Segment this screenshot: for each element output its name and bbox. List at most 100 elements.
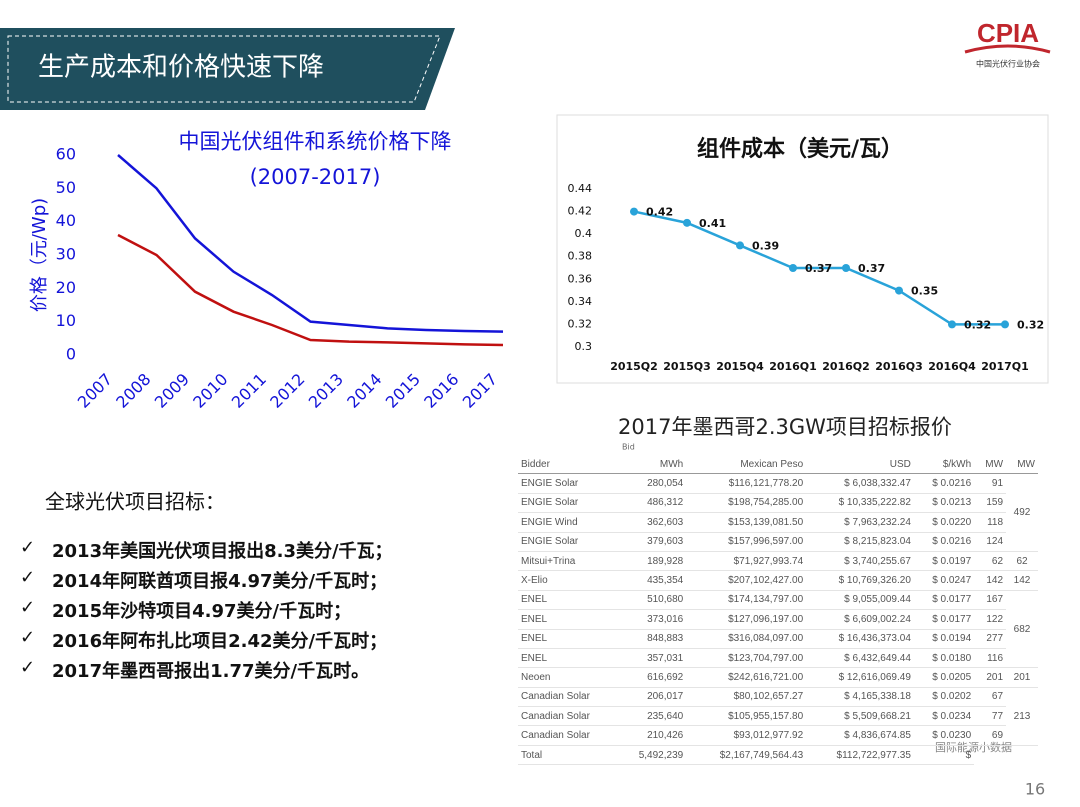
point — [842, 264, 850, 272]
table-cell: 124 — [974, 532, 1007, 552]
table-cell: ENEL — [518, 629, 619, 649]
table-cell: $ 4,836,674.85 — [806, 725, 914, 746]
table-cell: $71,927,993.74 — [686, 551, 807, 572]
check-icon: ✓ — [20, 567, 36, 588]
table-title: 2017年墨西哥2.3GW项目招标报价 — [618, 415, 952, 439]
banner-border — [7, 35, 441, 103]
table-cell: 91 — [974, 473, 1007, 494]
table-note: Bid — [622, 443, 635, 452]
table-cell: $ 10,769,326.20 — [806, 570, 914, 591]
table-cell: $ 0.0247 — [913, 570, 975, 591]
table-cell: $316,084,097.00 — [686, 629, 807, 649]
data-label: 0.42 — [646, 206, 673, 219]
table-cell: 357,031 — [618, 648, 687, 669]
point — [789, 264, 797, 272]
table-cell: 201 — [1006, 667, 1038, 688]
table-cell: $ 0.0234 — [913, 706, 975, 727]
y-tick-label: 0.3 — [575, 340, 593, 353]
table-cell: Canadian Solar — [518, 706, 619, 727]
point — [1001, 320, 1009, 329]
table-cell: $116,121,778.20 — [686, 473, 807, 494]
table-cell: $ 0.0202 — [913, 687, 975, 708]
table-cell: $174,134,797.00 — [686, 590, 807, 611]
table-cell: $2,167,749,564.43 — [686, 744, 807, 766]
y-tick-label: 0.4 — [575, 227, 593, 240]
y-tick-label: 0.34 — [568, 295, 593, 308]
check-icon: ✓ — [20, 537, 36, 558]
table-cell: Mitsui+Trina — [518, 551, 619, 572]
table-cell: $ 0.0194 — [913, 629, 975, 649]
series-line — [117, 233, 504, 347]
table-cell: 280,054 — [618, 473, 687, 494]
logo-swoosh — [964, 44, 1051, 54]
y-tick-label: 0.38 — [568, 250, 593, 263]
table-row: Neoen 616,692 $242,616,721.00 $ 12,616,069.… — [518, 667, 1038, 688]
bullet-item: 2017年墨西哥报出1.77美分/千瓦时。 — [52, 661, 370, 682]
table-cell: 492 — [1006, 473, 1038, 552]
logo-caption: 中国光伏行业协会 — [976, 59, 1040, 69]
y-tick-label: 10 — [56, 311, 76, 330]
x-tick-label: 2016 — [420, 370, 462, 412]
table-cell: 201 — [974, 667, 1007, 688]
table-cell: ENGIE Wind — [518, 512, 619, 533]
data-label: 0.41 — [699, 217, 726, 230]
table-cell: $ 10,335,222.82 — [806, 493, 914, 514]
data-label: 0.32 — [964, 318, 991, 331]
bullet-item: 2015年沙特项目4.97美分/千瓦时； — [52, 601, 352, 622]
x-tick-label: 2015 — [382, 370, 424, 412]
table-cell: 159 — [974, 493, 1007, 514]
data-label: 0.37 — [858, 262, 885, 275]
table-cell: 373,016 — [618, 609, 687, 630]
table-cell: $ 0.0177 — [913, 590, 975, 611]
table-cell: $ 0.0216 — [913, 473, 975, 494]
table-cell: ENEL — [518, 648, 619, 669]
table-cell: 362,603 — [618, 512, 687, 533]
table-cell: 122 — [974, 609, 1007, 630]
table-cell: $ 5,509,668.21 — [806, 706, 914, 727]
table-row: Mitsui+Trina 189,928 $71,927,993.74 $ 3,740… — [518, 551, 1038, 572]
table-cell: $242,616,721.00 — [686, 667, 807, 688]
table-row: ENGIE Solar 379,603 $157,996,597.00 $ 8,215… — [518, 532, 1038, 552]
table-cell: $ 6,432,649.44 — [806, 648, 914, 669]
x-tick-label: 2017 — [459, 370, 501, 412]
check-icon: ✓ — [20, 657, 36, 678]
table-cell: $ 4,165,338.18 — [806, 687, 914, 708]
x-tick-label: 2008 — [112, 370, 154, 412]
y-tick-label: 40 — [56, 211, 76, 230]
data-label: 0.35 — [911, 285, 938, 298]
table-cell: 67 — [974, 687, 1007, 708]
table-cell: 379,603 — [618, 532, 687, 552]
x-tick-label: 2009 — [151, 370, 193, 412]
table-cell: 77 — [974, 706, 1007, 727]
y-tick-label: 0.42 — [568, 205, 593, 218]
table-cell: 616,692 — [618, 667, 687, 688]
table-cell: $ 7,963,232.24 — [806, 512, 914, 533]
x-tick-label: 2013 — [305, 370, 347, 412]
table-cell: $127,096,197.00 — [686, 609, 807, 630]
data-label: 0.39 — [752, 239, 779, 252]
chart-title: 中国光伏组件和系统价格下降 — [179, 130, 452, 154]
table-cell: 213 — [1006, 687, 1038, 746]
table-cell: $93,012,977.92 — [686, 725, 807, 746]
table-cell: USD — [806, 455, 914, 475]
table-cell: $ 0.0205 — [913, 667, 975, 688]
table-cell: 235,640 — [618, 706, 687, 727]
y-tick-label: 0.36 — [568, 272, 593, 285]
table-cell: ENEL — [518, 609, 619, 630]
title-banner — [0, 28, 455, 110]
x-tick-label: 2012 — [266, 370, 308, 412]
table-cell: 682 — [1006, 590, 1038, 669]
table-cell: Bidder — [518, 455, 619, 475]
data-label: 0.37 — [805, 262, 832, 275]
table-cell: $ 6,609,002.24 — [806, 609, 914, 630]
table-cell: Canadian Solar — [518, 687, 619, 708]
bullet-item: 2016年阿布扎比项目2.42美分/千瓦时； — [52, 631, 388, 652]
bullet-item: 2014年阿联酋项目报4.97美分/千瓦时； — [52, 571, 388, 592]
table-cell: $ 0.0230 — [913, 725, 975, 746]
table-cell: $ 0.0177 — [913, 609, 975, 630]
chart-title: 组件成本（美元/瓦） — [697, 136, 903, 162]
table-cell: $153,139,081.50 — [686, 512, 807, 533]
y-tick-label: 0 — [66, 345, 76, 364]
table-cell: Neoen — [518, 667, 619, 688]
bullet-item: 2013年美国光伏项目报出8.3美分/千瓦； — [52, 541, 393, 562]
